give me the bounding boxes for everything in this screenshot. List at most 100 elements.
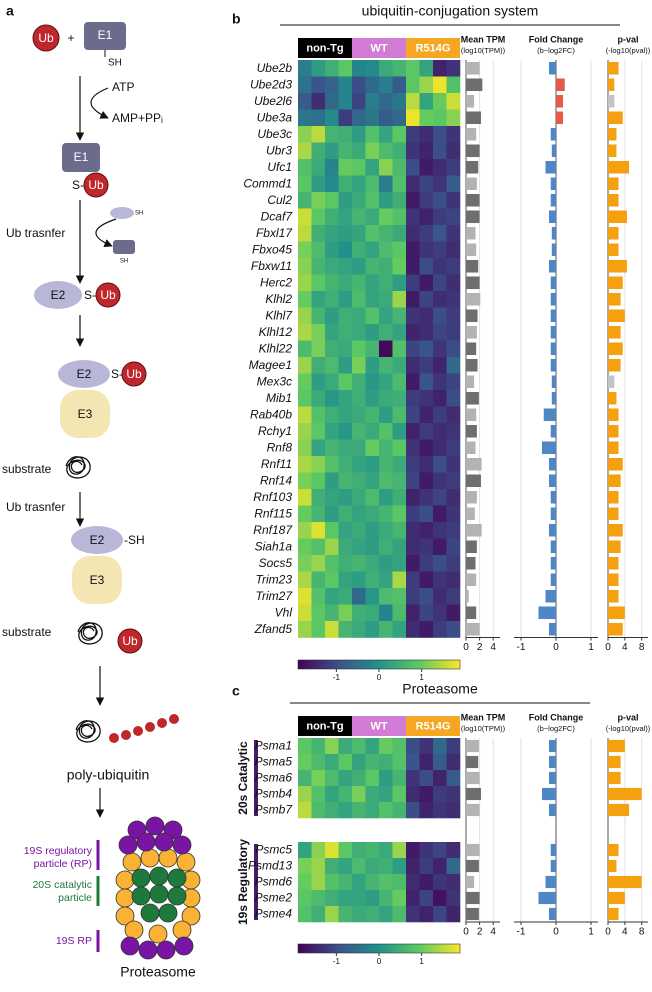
heat-cell xyxy=(352,225,366,242)
bar xyxy=(466,606,477,620)
heat-cell xyxy=(406,406,420,424)
bar xyxy=(549,907,556,921)
heat-cell xyxy=(446,738,461,755)
heat-cell xyxy=(325,373,339,391)
heat-cell xyxy=(433,241,447,259)
heat-cell xyxy=(379,538,393,556)
bar xyxy=(545,160,556,174)
heat-cell xyxy=(379,423,393,440)
heat-cell xyxy=(352,738,366,755)
row-label: Magee1 xyxy=(249,358,292,372)
bar xyxy=(466,573,477,587)
heat-cell xyxy=(325,291,339,308)
group-header xyxy=(298,38,352,58)
heat-cell xyxy=(338,274,353,292)
heat-cell xyxy=(311,621,326,638)
tick-label: 8 xyxy=(639,927,645,938)
bar xyxy=(466,622,480,636)
heat-cell xyxy=(419,307,434,325)
row-label: Herc2 xyxy=(260,275,292,289)
heat-cell xyxy=(298,76,312,94)
heat-cell xyxy=(379,109,393,127)
heat-cell xyxy=(406,340,420,358)
panel-label: b xyxy=(232,11,241,27)
group-header-label: R514G xyxy=(416,42,451,54)
heat-cell xyxy=(325,588,339,605)
sh-label: -SH xyxy=(124,533,145,547)
bar xyxy=(549,457,556,471)
heat-cell xyxy=(338,786,353,803)
row-label: Rnf187 xyxy=(253,523,293,537)
heat-cell xyxy=(352,291,366,308)
heat-cell xyxy=(379,406,393,424)
group-header-label: WT xyxy=(370,720,387,732)
heat-cell xyxy=(352,307,366,325)
row-label: Psmc5 xyxy=(255,843,292,857)
row-label: Trim23 xyxy=(256,572,293,586)
bar xyxy=(466,259,479,273)
heat-cell xyxy=(325,142,339,160)
heat-cell xyxy=(325,786,339,803)
heat-cell xyxy=(311,555,326,572)
heat-cell xyxy=(298,505,312,523)
bar xyxy=(608,144,617,158)
heat-cell xyxy=(406,858,420,875)
heat-cell xyxy=(352,754,366,771)
bar xyxy=(608,474,621,488)
heat-cell xyxy=(446,874,461,891)
heat-cell xyxy=(433,258,447,275)
heat-cell xyxy=(433,307,447,325)
tick-label: 0 xyxy=(553,642,559,653)
heat-cell xyxy=(325,390,339,407)
tick-label: 0 xyxy=(605,642,611,653)
step-label: Ub trasnfer xyxy=(6,500,65,514)
cp-label: particle xyxy=(58,892,92,904)
bar xyxy=(608,210,627,224)
heat-cell xyxy=(392,406,407,424)
heat-cell xyxy=(392,538,407,556)
heat-cell xyxy=(352,858,366,875)
bar xyxy=(466,875,475,889)
heat-cell xyxy=(338,373,353,391)
heat-cell xyxy=(365,225,380,242)
heat-cell xyxy=(392,373,407,391)
e1-label: E1 xyxy=(74,150,89,164)
heat-cell xyxy=(419,621,434,638)
heat-cell xyxy=(392,357,407,374)
heat-cell xyxy=(311,604,326,622)
heat-cell xyxy=(406,505,420,523)
heat-cell xyxy=(419,175,434,193)
heat-cell xyxy=(298,522,312,539)
heat-cell xyxy=(338,175,353,193)
heat-cell xyxy=(379,76,393,94)
heat-cell xyxy=(419,60,434,77)
heat-cell xyxy=(406,126,420,143)
heat-cell xyxy=(325,472,339,490)
ub-label: Ub xyxy=(100,288,116,302)
heat-cell xyxy=(419,738,434,755)
heat-cell xyxy=(406,890,420,907)
heat-cell xyxy=(433,604,447,622)
heat-cell xyxy=(311,738,326,755)
heat-cell xyxy=(298,571,312,589)
heat-cell xyxy=(433,738,447,755)
e3-shape xyxy=(72,556,122,604)
heat-cell xyxy=(433,621,447,638)
heat-cell xyxy=(325,555,339,572)
heat-cell xyxy=(392,274,407,292)
bar xyxy=(608,342,623,356)
heat-cell xyxy=(365,274,380,292)
heat-cell xyxy=(352,142,366,160)
step-label: Ub trasnfer xyxy=(6,226,65,240)
tick-label: 0 xyxy=(463,927,469,938)
panel-label: c xyxy=(232,683,240,699)
heat-cell xyxy=(392,439,407,457)
bar xyxy=(542,441,556,455)
heat-cell xyxy=(379,588,393,605)
e2-label: E2 xyxy=(90,533,105,547)
heat-cell xyxy=(379,291,393,308)
bar xyxy=(608,755,621,769)
heat-cell xyxy=(311,874,326,891)
panel-subtitle: (-log10(pval)) xyxy=(606,724,651,733)
heat-cell xyxy=(446,324,461,341)
